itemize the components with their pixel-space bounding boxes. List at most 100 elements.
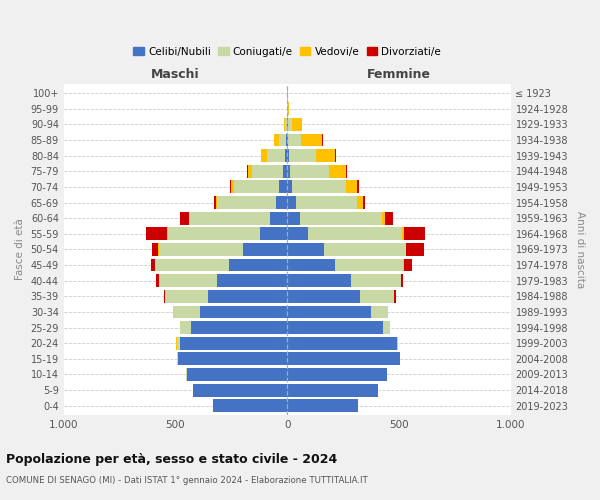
Bar (151, 258, 155, 272)
Bar (300, 212, 382, 224)
Bar (287, 149, 289, 162)
Bar (159, 274, 217, 287)
Bar (371, 306, 388, 318)
Bar (287, 290, 360, 302)
Bar (364, 196, 365, 209)
Bar (285, 149, 287, 162)
Bar (270, 212, 287, 224)
Bar (200, 306, 287, 318)
Bar (193, 384, 287, 396)
Bar (296, 196, 357, 209)
Bar (191, 321, 287, 334)
Bar (214, 196, 216, 209)
Bar (287, 165, 290, 177)
Bar (217, 196, 277, 209)
Bar (286, 134, 287, 146)
Bar (180, 321, 191, 334)
Bar (234, 180, 279, 194)
Bar (292, 180, 346, 194)
Bar (187, 368, 287, 381)
Bar (287, 321, 383, 334)
Bar (287, 196, 296, 209)
Bar (280, 134, 286, 146)
Bar (176, 352, 178, 366)
Text: Femmine: Femmine (367, 68, 431, 82)
Bar (287, 228, 308, 240)
Bar (406, 243, 424, 256)
Bar (287, 274, 351, 287)
Bar (216, 196, 217, 209)
Bar (190, 212, 270, 224)
Bar (260, 228, 287, 240)
Bar (176, 337, 180, 349)
Bar (167, 228, 260, 240)
Bar (292, 118, 302, 131)
Bar (277, 196, 287, 209)
Text: Maschi: Maschi (151, 68, 200, 82)
Bar (394, 290, 395, 302)
Bar (329, 165, 346, 177)
Bar (287, 102, 289, 115)
Bar (232, 180, 234, 194)
Bar (287, 368, 386, 381)
Y-axis label: Anni di nascita: Anni di nascita (575, 211, 585, 288)
Bar (166, 290, 208, 302)
Bar (287, 118, 292, 131)
Bar (283, 165, 287, 177)
Bar (214, 400, 287, 412)
Bar (164, 290, 166, 302)
Bar (252, 165, 283, 177)
Bar (335, 258, 403, 272)
Bar (290, 165, 329, 177)
Bar (289, 134, 301, 146)
Bar (383, 321, 389, 334)
Bar (301, 134, 322, 146)
Bar (316, 149, 335, 162)
Bar (324, 243, 406, 256)
Bar (397, 337, 398, 349)
Bar (346, 165, 347, 177)
Bar (287, 258, 335, 272)
Bar (357, 196, 364, 209)
Bar (274, 134, 280, 146)
Bar (173, 306, 200, 318)
Bar (146, 228, 167, 240)
Bar (230, 180, 232, 194)
Bar (402, 228, 404, 240)
Bar (287, 384, 377, 396)
Bar (404, 258, 412, 272)
Bar (351, 274, 401, 287)
Bar (152, 243, 158, 256)
Bar (289, 149, 316, 162)
Bar (261, 149, 267, 162)
Bar (267, 149, 285, 162)
Bar (287, 243, 324, 256)
Bar (180, 337, 287, 349)
Bar (180, 212, 188, 224)
Bar (287, 337, 397, 349)
Bar (287, 212, 300, 224)
Bar (401, 274, 403, 287)
Bar (248, 165, 252, 177)
Bar (284, 118, 286, 131)
Legend: Celibi/Nubili, Coniugati/e, Vedovi/e, Divorziati/e: Celibi/Nubili, Coniugati/e, Vedovi/e, Di… (129, 42, 445, 61)
Bar (360, 290, 394, 302)
Text: COMUNE DI SENAGO (MI) - Dati ISTAT 1° gennaio 2024 - Elaborazione TUTTITALIA.IT: COMUNE DI SENAGO (MI) - Dati ISTAT 1° ge… (6, 476, 368, 485)
Bar (404, 228, 425, 240)
Bar (242, 243, 287, 256)
Bar (156, 274, 158, 287)
Bar (287, 400, 358, 412)
Bar (385, 212, 394, 224)
Bar (247, 165, 248, 177)
Bar (229, 258, 287, 272)
Bar (357, 180, 359, 194)
Bar (287, 306, 371, 318)
Bar (155, 258, 229, 272)
Bar (188, 212, 190, 224)
Bar (287, 134, 289, 146)
Bar (308, 228, 402, 240)
Y-axis label: Fasce di età: Fasce di età (15, 218, 25, 280)
Text: Popolazione per età, sesso e stato civile - 2024: Popolazione per età, sesso e stato civil… (6, 452, 337, 466)
Bar (279, 180, 287, 194)
Bar (382, 212, 385, 224)
